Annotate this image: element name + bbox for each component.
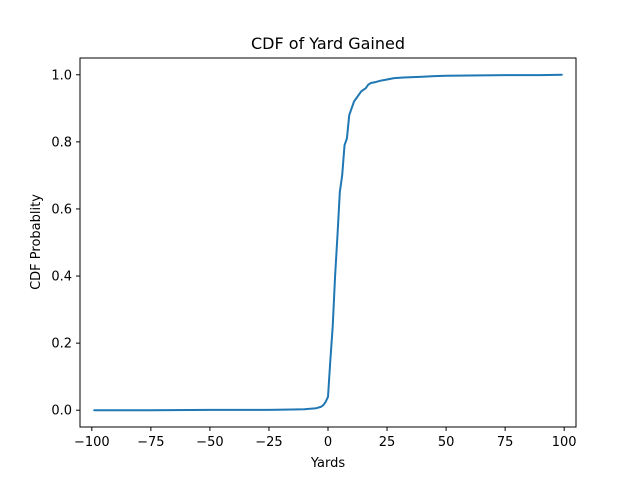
- chart-title: CDF of Yard Gained: [251, 34, 405, 53]
- y-axis-label: CDF Probablity: [29, 194, 44, 290]
- y-tick-label: 0.0: [51, 404, 72, 419]
- x-axis-label: Yards: [310, 456, 345, 471]
- y-tick-label: 1.0: [51, 68, 72, 83]
- x-tick-label: −25: [255, 435, 282, 450]
- y-axis-ticks: 0.0 0.2 0.4 0.6 0.8 1.0: [51, 68, 80, 419]
- x-tick-label: −100: [74, 435, 110, 450]
- series-layer: [93, 73, 563, 412]
- x-tick-label: 25: [379, 435, 396, 450]
- y-tick-label: 0.2: [51, 337, 72, 352]
- x-tick-label: 100: [552, 435, 577, 450]
- y-tick-label: 0.8: [51, 135, 72, 150]
- cdf-series-line: [93, 73, 563, 412]
- y-tick-label: 0.4: [51, 270, 72, 285]
- x-tick-label: −75: [137, 435, 164, 450]
- x-tick-label: 75: [497, 435, 514, 450]
- x-tick-label: 0: [324, 435, 332, 450]
- x-tick-label: 50: [438, 435, 455, 450]
- x-axis-ticks: −100 −75 −50 −25 0 25 50 75 100: [74, 427, 577, 450]
- x-tick-label: −50: [196, 435, 223, 450]
- y-tick-label: 0.6: [51, 202, 72, 217]
